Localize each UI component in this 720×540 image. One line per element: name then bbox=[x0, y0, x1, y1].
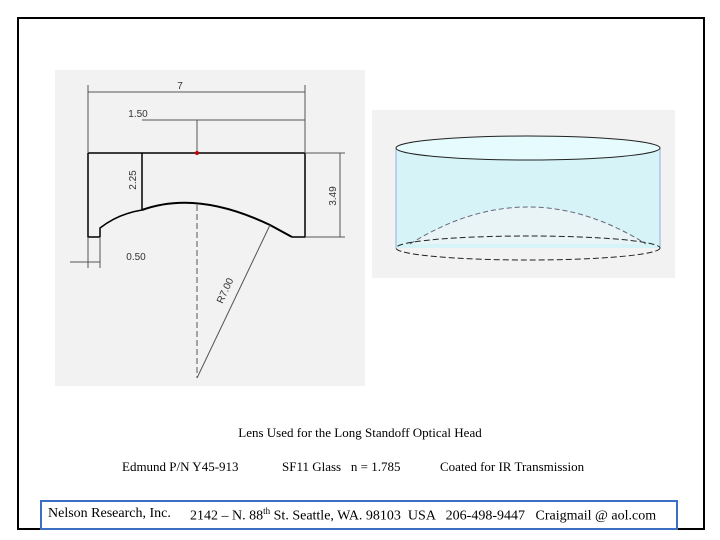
spec: Coated for IR Transmission bbox=[440, 459, 585, 474]
company: Nelson Research, Inc. bbox=[48, 506, 171, 521]
spec: Edmund P/N Y45-913 bbox=[122, 459, 239, 474]
spec: SF11 Glass n = 1.785 bbox=[282, 459, 401, 474]
address-start: 2142 – N. 88 bbox=[190, 508, 264, 524]
footer-box bbox=[40, 500, 678, 530]
dim-label: 7 bbox=[177, 81, 183, 92]
lens-drawing bbox=[70, 85, 345, 379]
address-sup: th bbox=[263, 506, 271, 516]
caption: Lens Used for the Long Standoff Optical … bbox=[238, 425, 482, 440]
lens-render bbox=[395, 135, 661, 261]
dim-label: 3.49 bbox=[328, 186, 339, 206]
address-end: St. Seattle, WA. 98103 USA 206-498-9447 … bbox=[270, 508, 657, 524]
dim-label: 1.50 bbox=[128, 109, 148, 120]
address: 2142 – N. 88th St. Seattle, WA. 98103 US… bbox=[190, 506, 656, 525]
dim-label: 0.50 bbox=[126, 252, 146, 263]
dim-label: 2.25 bbox=[128, 170, 139, 190]
drawing-bg bbox=[55, 70, 365, 386]
